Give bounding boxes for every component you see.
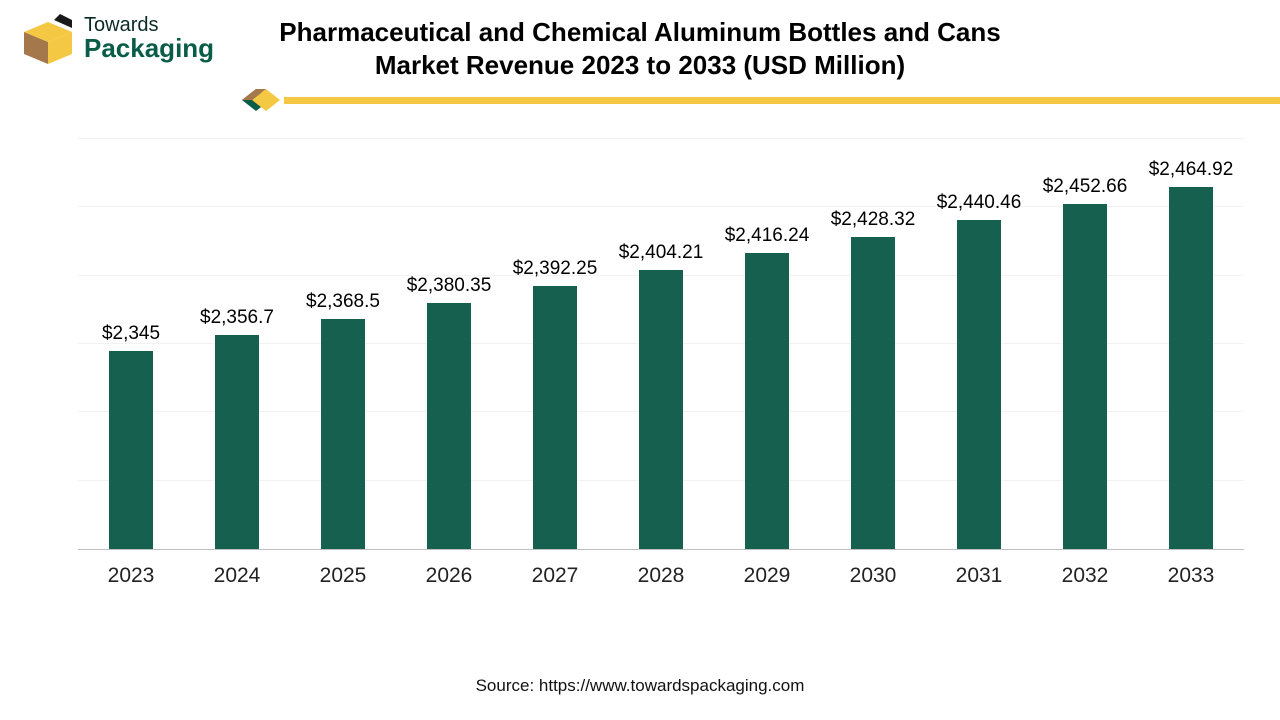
chart-bar [215,335,260,549]
logo-mark-icon [20,10,76,66]
chart-bar [533,286,578,549]
chart-x-label: 2032 [1032,550,1138,588]
chart-bar [427,303,472,549]
chart-x-label: 2025 [290,550,396,588]
chart-bar [109,351,154,549]
revenue-bar-chart: $2,345$2,356.7$2,368.5$2,380.35$2,392.25… [78,140,1244,640]
chart-x-label: 2024 [184,550,290,588]
chart-x-label: 2023 [78,550,184,588]
chart-bar-slot: $2,416.24 [714,140,820,549]
chart-bar-slot: $2,345 [78,140,184,549]
chart-x-label: 2029 [714,550,820,588]
chart-bar-slot: $2,452.66 [1032,140,1138,549]
chart-bar-slot: $2,380.35 [396,140,502,549]
chart-x-label: 2030 [820,550,926,588]
chart-bar-slot: $2,368.5 [290,140,396,549]
chart-bar-slot: $2,356.7 [184,140,290,549]
chart-bar [321,319,366,549]
brand-logo: Towards Packaging [20,10,214,66]
chart-x-label: 2028 [608,550,714,588]
chart-bar [957,220,1002,549]
chart-bar-slot: $2,464.92 [1138,140,1244,549]
divider-line [284,97,1280,104]
chart-gridline [78,138,1244,139]
chart-source: Source: https://www.towardspackaging.com [0,676,1280,696]
page: Towards Packaging Pharmaceutical and Che… [0,0,1280,720]
chart-title-line2: Market Revenue 2023 to 2033 (USD Million… [190,49,1090,82]
chart-title-line1: Pharmaceutical and Chemical Aluminum Bot… [190,16,1090,49]
chart-bar [851,237,896,549]
divider-rhombus-icon [242,79,284,121]
chart-bar [639,270,684,549]
chart-x-label: 2031 [926,550,1032,588]
title-divider [248,90,1280,110]
chart-x-label: 2033 [1138,550,1244,588]
chart-bar [745,253,790,549]
chart-bar [1063,204,1108,549]
chart-title: Pharmaceutical and Chemical Aluminum Bot… [190,16,1090,81]
chart-plot-area: $2,345$2,356.7$2,368.5$2,380.35$2,392.25… [78,140,1244,550]
chart-x-label: 2027 [502,550,608,588]
chart-bars: $2,345$2,356.7$2,368.5$2,380.35$2,392.25… [78,140,1244,549]
chart-bar-slot: $2,440.46 [926,140,1032,549]
chart-bar [1169,187,1214,549]
chart-bar-value-label: $2,464.92 [1117,159,1265,181]
chart-x-axis: 2023202420252026202720282029203020312032… [78,550,1244,588]
chart-x-label: 2026 [396,550,502,588]
chart-bar-slot: $2,392.25 [502,140,608,549]
chart-bar-slot: $2,404.21 [608,140,714,549]
